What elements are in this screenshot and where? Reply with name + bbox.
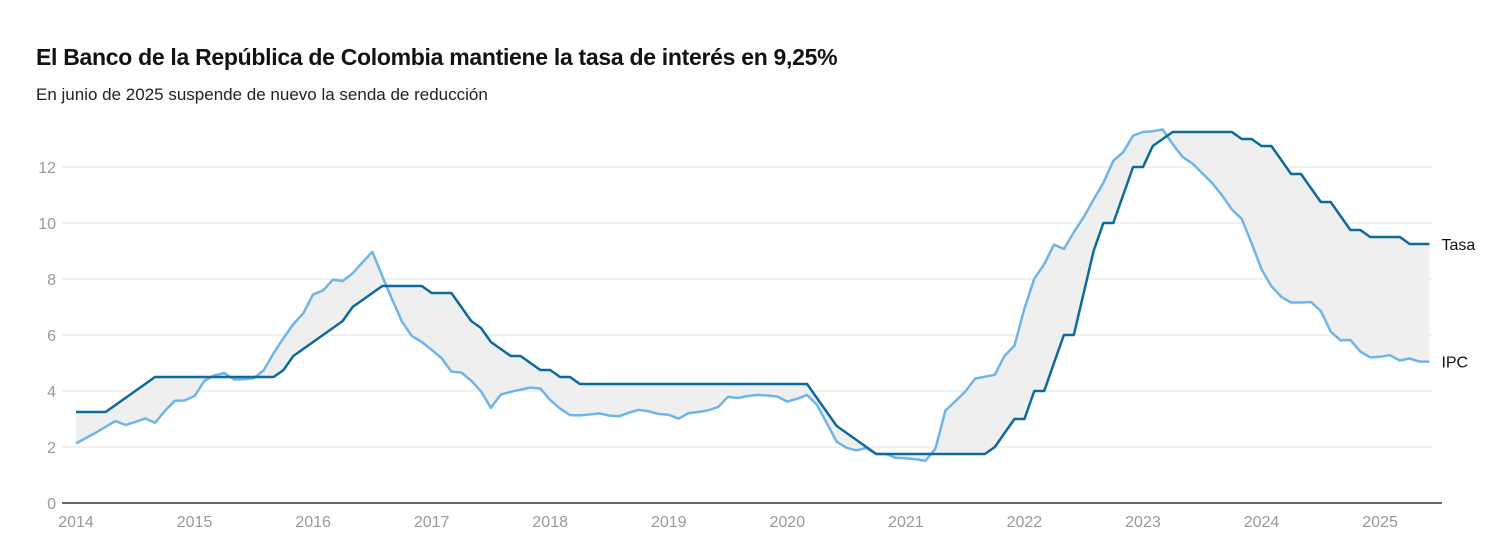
chart-subtitle: En junio de 2025 suspende de nuevo la se… — [36, 85, 488, 104]
x-tick-label: 2023 — [1125, 514, 1161, 531]
x-tick-label: 2019 — [651, 514, 687, 531]
y-tick-label: 2 — [47, 440, 56, 457]
y-tick-label: 8 — [47, 272, 56, 289]
chart-title: El Banco de la República de Colombia man… — [36, 44, 838, 70]
spread-area — [76, 129, 1430, 461]
y-tick-label: 12 — [38, 160, 56, 177]
x-tick-label: 2022 — [1007, 514, 1043, 531]
spread-band — [76, 129, 1430, 461]
x-tick-label: 2017 — [414, 514, 450, 531]
x-tick-label: 2018 — [532, 514, 568, 531]
y-tick-label: 0 — [47, 496, 56, 513]
x-tick-label: 2016 — [295, 514, 331, 531]
y-axis-ticks: 0 2 4 6 8 10 12 — [38, 160, 56, 513]
y-tick-label: 6 — [47, 328, 56, 345]
series-lines — [75, 128, 1430, 462]
y-tick-label: 4 — [47, 384, 56, 401]
x-tick-label: 2021 — [888, 514, 924, 531]
gridlines — [62, 166, 1432, 448]
series-label-ipc: IPC — [1441, 355, 1468, 372]
series-label-tasa: Tasa — [1441, 237, 1475, 254]
x-tick-label: 2025 — [1362, 514, 1398, 531]
y-tick-label: 10 — [38, 216, 56, 233]
x-axis-ticks: 2014 2015 2016 2017 2018 2019 2020 2021 2022 2023… — [58, 514, 1398, 531]
x-tick-label: 2020 — [770, 514, 806, 531]
series-line-tasa — [76, 130, 1430, 456]
series-end-labels: Tasa IPC — [1441, 237, 1475, 372]
series-line-ipc — [75, 128, 1430, 462]
x-tick-label: 2024 — [1244, 514, 1280, 531]
x-tick-label: 2015 — [177, 514, 213, 531]
x-tick-label: 2014 — [58, 514, 94, 531]
